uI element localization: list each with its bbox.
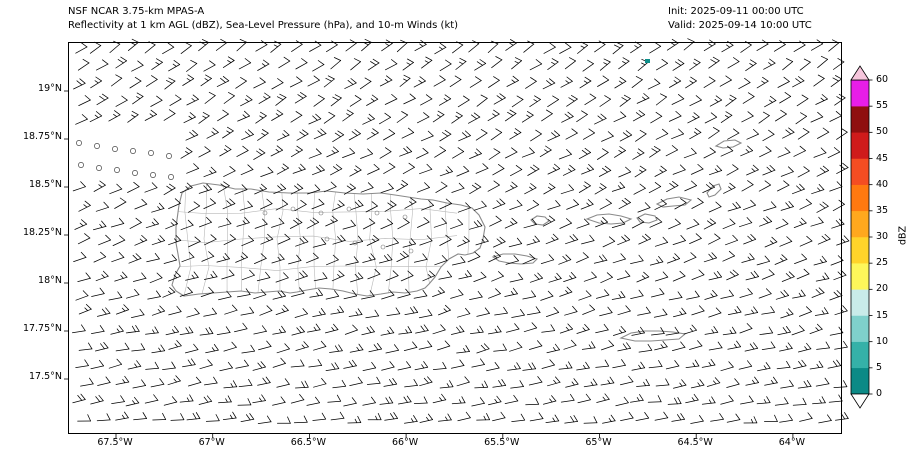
lat-tick-label: 19°N bbox=[38, 83, 62, 94]
colorbar-tick-label: 15 bbox=[876, 309, 889, 321]
colorbar-tick-label: 25 bbox=[876, 257, 889, 269]
colorbar-tick-label: 35 bbox=[876, 204, 889, 216]
colorbar-axis-label: dBZ bbox=[897, 225, 909, 246]
valid-time: Valid: 2025-09-14 10:00 UTC bbox=[668, 20, 812, 31]
lat-tick-label: 17.75°N bbox=[22, 323, 62, 334]
map-plot-area bbox=[64, 38, 850, 438]
colorbar-tick-label: 20 bbox=[876, 283, 889, 295]
product-title: Reflectivity at 1 km AGL (dBZ), Sea-Leve… bbox=[68, 20, 459, 31]
colorbar-tick-label: 10 bbox=[876, 335, 889, 347]
colorbar-tick-label: 60 bbox=[876, 74, 889, 85]
lon-tick-label: 66.5°W bbox=[290, 437, 327, 448]
colorbar-tick-label: 50 bbox=[876, 126, 889, 138]
lat-tick-label: 18.75°N bbox=[22, 131, 62, 142]
reflectivity-colorbar bbox=[850, 65, 873, 409]
lon-tick-label: 64°W bbox=[778, 437, 805, 448]
lon-tick-label: 66°W bbox=[391, 437, 419, 448]
model-title: NSF NCAR 3.75-km MPAS-A bbox=[68, 6, 205, 17]
lon-tick-label: 65°W bbox=[585, 437, 612, 448]
lon-tick-label: 65.5°W bbox=[484, 437, 520, 448]
colorbar-tick-label: 45 bbox=[876, 152, 889, 164]
lon-tick-label: 64.5°W bbox=[677, 437, 713, 448]
lat-tick-label: 18.25°N bbox=[22, 227, 62, 238]
colorbar-tick-label: 55 bbox=[876, 100, 889, 112]
lat-tick-label: 18°N bbox=[38, 275, 62, 286]
init-time: Init: 2025-09-11 00:00 UTC bbox=[668, 6, 804, 17]
colorbar-tick-label: 0 bbox=[876, 388, 883, 399]
lon-tick-label: 67.5°W bbox=[97, 437, 133, 448]
colorbar-tick-label: 30 bbox=[876, 231, 889, 242]
lat-tick-label: 17.5°N bbox=[28, 371, 62, 382]
map-canvas bbox=[64, 38, 850, 438]
colorbar-tick-label: 5 bbox=[876, 361, 883, 373]
colorbar-tick-label: 40 bbox=[876, 178, 889, 190]
lat-tick-label: 18.5°N bbox=[28, 179, 62, 190]
lon-tick-label: 67°W bbox=[198, 437, 225, 448]
